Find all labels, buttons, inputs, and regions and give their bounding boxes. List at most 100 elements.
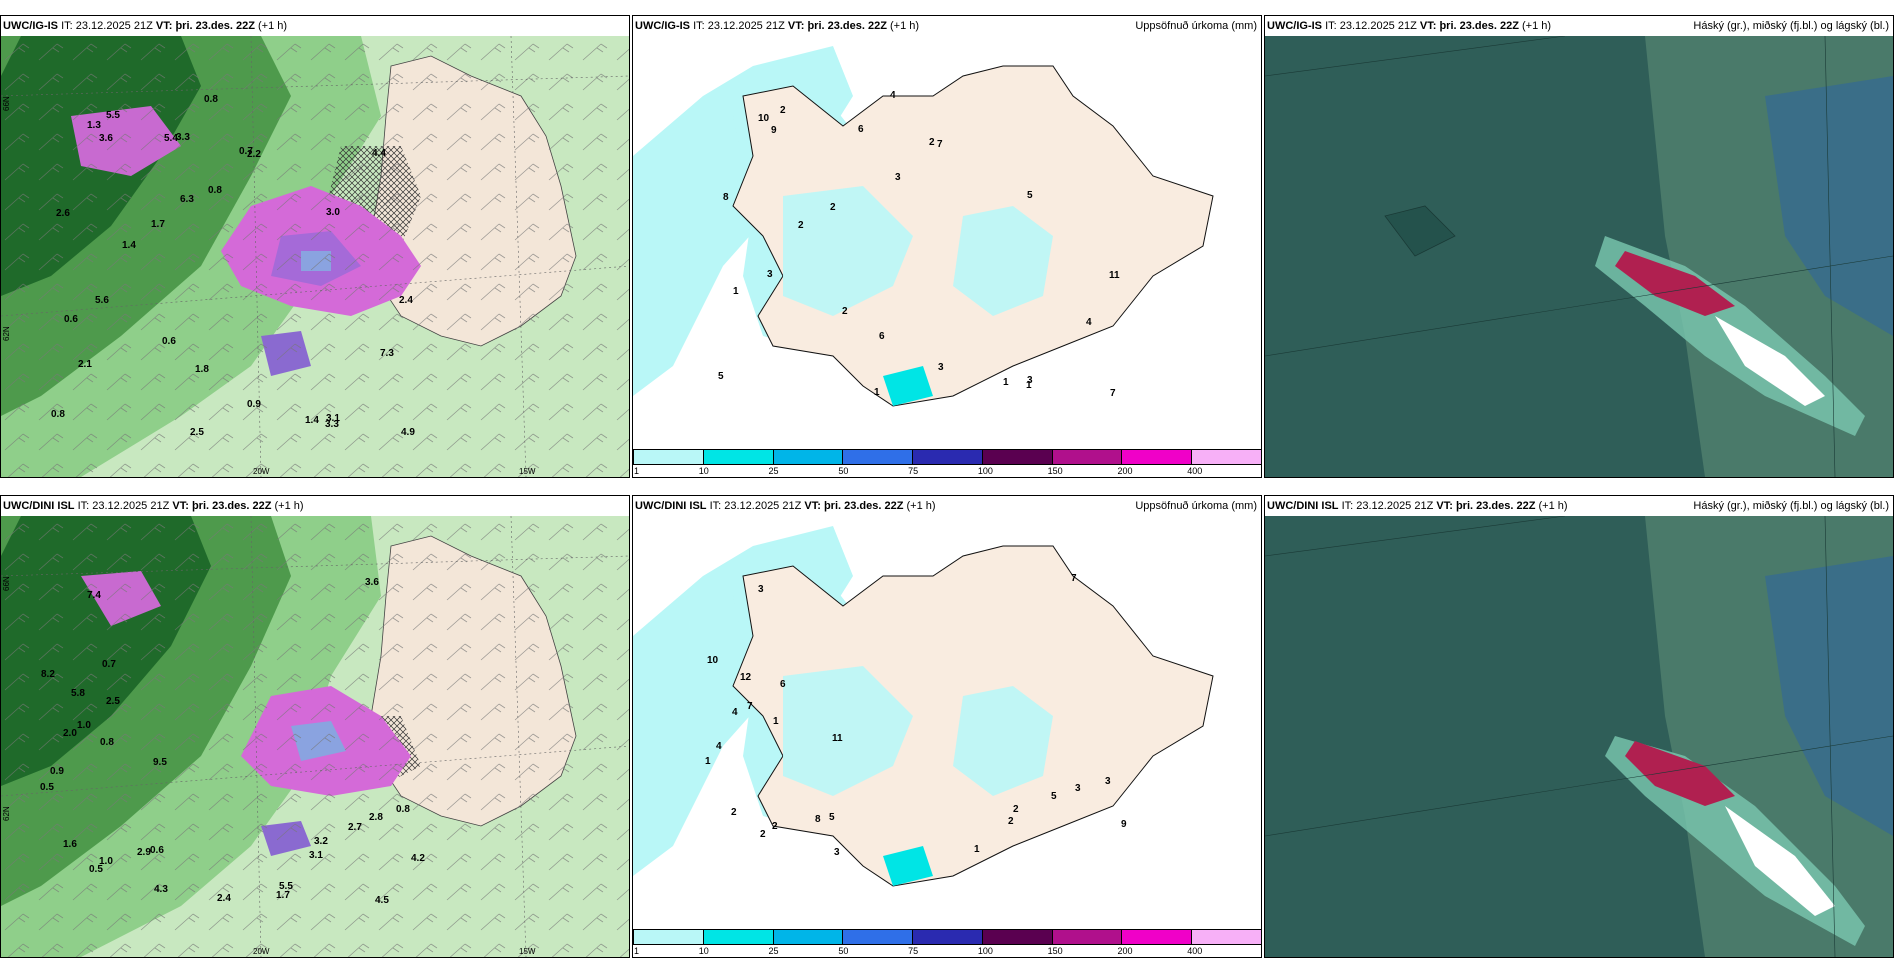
lon-label-20w: 20W xyxy=(253,947,270,956)
wind-map[interactable]: 66N 62N 20W 15W 1.4 1.4 3.0 3.1 0.8 0.8 0.6 2.5… xyxy=(1,36,629,477)
value-label: 2.5 xyxy=(106,696,120,707)
colorbar-tick: 400 xyxy=(1187,466,1203,476)
value-label: 3.0 xyxy=(326,207,340,218)
value-label: 6 xyxy=(879,331,885,342)
value-label: 2 xyxy=(830,202,836,213)
precip-colorbar: 1 10 25 50 75 100 150 200 400 xyxy=(633,929,1261,957)
value-label: 1.6 xyxy=(63,839,77,850)
value-label: 0.8 xyxy=(208,185,222,196)
lat-label-66: 66N xyxy=(2,576,11,591)
value-label: 3 xyxy=(895,172,901,183)
value-label: 9 xyxy=(771,125,777,136)
value-label: 8 xyxy=(815,814,821,825)
value-label: 2.2 xyxy=(247,149,261,160)
colorbar-tick: 150 xyxy=(1047,946,1063,956)
panel-header: UWC/DINI ISL IT: 23.12.2025 21Z VT: þri.… xyxy=(635,500,1257,512)
value-label: 0.8 xyxy=(51,409,65,420)
value-label: 2.9 xyxy=(137,847,151,858)
panel-header: UWC/IG-IS IT: 23.12.2025 21Z VT: þri. 23… xyxy=(3,20,288,32)
value-label: 1.0 xyxy=(77,720,91,731)
value-label: 9.5 xyxy=(153,757,167,768)
value-label: 2 xyxy=(929,137,935,148)
colorbar-tick: 10 xyxy=(698,946,709,956)
value-label: 0.6 xyxy=(64,314,78,325)
value-label: 1.4 xyxy=(122,240,136,251)
value-label: 2 xyxy=(1008,816,1014,827)
value-label: 2.8 xyxy=(369,812,383,823)
value-label: 2.6 xyxy=(56,208,70,219)
lat-label-62: 62N xyxy=(2,326,11,341)
value-label: 5.5 xyxy=(279,881,293,892)
value-label: 4 xyxy=(890,90,896,101)
value-label: 2.0 xyxy=(63,728,77,739)
value-label: 2.4 xyxy=(399,295,413,306)
value-label: 0.7 xyxy=(102,659,116,670)
value-label: 5.4 xyxy=(164,133,178,144)
value-label: 2.1 xyxy=(78,359,92,370)
lat-label-66: 66N xyxy=(2,96,11,111)
colorbar-tick: 10 xyxy=(698,466,709,476)
colorbar-swatch xyxy=(981,449,1053,465)
value-label: 4 xyxy=(732,707,738,718)
colorbar-tick: 50 xyxy=(838,466,849,476)
lon-label-20w: 20W xyxy=(253,467,270,476)
precip-colorbar: 1 10 25 50 75 100 150 200 400 xyxy=(633,449,1261,477)
colorbar-tick: 75 xyxy=(908,466,919,476)
value-label: 5 xyxy=(1051,791,1057,802)
colorbar-swatch xyxy=(702,929,774,945)
value-label: 11 xyxy=(1109,270,1120,281)
value-label: 1.7 xyxy=(276,890,290,901)
value-label: 2.7 xyxy=(348,822,362,833)
value-label: 3.1 xyxy=(309,850,323,861)
value-label: 5.6 xyxy=(95,295,109,306)
value-label: 3 xyxy=(767,269,773,280)
value-label: 5.5 xyxy=(106,110,120,121)
panel-header: UWC/DINI ISL IT: 23.12.2025 21Z VT: þri.… xyxy=(3,500,304,512)
colorbar-tick: 200 xyxy=(1117,946,1133,956)
value-label: 4.4 xyxy=(372,148,386,159)
panel-header: UWC/DINI ISL IT: 23.12.2025 21Z VT: þri.… xyxy=(1267,500,1889,512)
value-label: 0.6 xyxy=(150,845,164,856)
value-label: 1.7 xyxy=(151,219,165,230)
precip-map[interactable]: 3 1 2 2 2 8 3 4 12 10 3 9 6 5 4 7 5 3 2 1 2 1 11 7 xyxy=(633,516,1261,929)
value-label: 11 xyxy=(832,733,843,744)
colorbar-swatch xyxy=(1051,449,1123,465)
value-label: 3 xyxy=(758,584,764,595)
value-label: 2 xyxy=(1013,804,1019,815)
value-label: 8.2 xyxy=(41,669,55,680)
colorbar-tick: 75 xyxy=(908,946,919,956)
colorbar-tick: 50 xyxy=(838,946,849,956)
colorbar-swatch xyxy=(912,929,983,945)
value-label: 6 xyxy=(858,124,864,135)
panel-header: UWC/IG-IS IT: 23.12.2025 21Z VT: þri. 23… xyxy=(635,20,1257,32)
wind-panel-ig-is: UWC/IG-IS IT: 23.12.2025 21Z VT: þri. 23… xyxy=(0,15,630,478)
value-label: 1 xyxy=(1026,380,1032,391)
value-label: 7 xyxy=(1071,573,1077,584)
wind-map[interactable]: 66N 62N 20W 15W 2.8 0.8 1.6 3.1 1.0 2.9 4.3 0.9… xyxy=(1,516,629,957)
value-label: 1.8 xyxy=(195,364,209,375)
value-label: 2.4 xyxy=(217,893,231,904)
precip-panel-dini: UWC/DINI ISL IT: 23.12.2025 21Z VT: þri.… xyxy=(632,495,1262,958)
value-label: 10 xyxy=(707,655,719,666)
colorbar-swatch xyxy=(842,929,914,945)
colorbar-swatch xyxy=(1191,929,1261,945)
colorbar-swatch xyxy=(981,929,1053,945)
value-label: 0.7 xyxy=(239,146,253,157)
precip-panel-ig-is: UWC/IG-IS IT: 23.12.2025 21Z VT: þri. 23… xyxy=(632,15,1262,478)
precip-map[interactable]: 2 1 5 3 4 3 2 1 10 6 7 9 3 2 4 8 11 7 6 5 3 2 1 2 1 xyxy=(633,36,1261,449)
value-label: 4.2 xyxy=(411,853,425,864)
value-label: 4.3 xyxy=(154,884,168,895)
value-label: 4.9 xyxy=(401,427,415,438)
value-label: 0.8 xyxy=(396,804,410,815)
colorbar-tick: 150 xyxy=(1047,466,1063,476)
colorbar-swatch xyxy=(1191,449,1261,465)
cloud-map[interactable] xyxy=(1265,516,1893,957)
colorbar-tick: 25 xyxy=(768,946,779,956)
value-label: 7.3 xyxy=(380,348,394,359)
value-label: 2.5 xyxy=(190,427,204,438)
lon-label-15w: 15W xyxy=(519,467,536,476)
colorbar-swatch xyxy=(633,449,704,465)
value-label: 3.6 xyxy=(365,577,379,588)
colorbar-swatch xyxy=(1051,929,1123,945)
cloud-map[interactable] xyxy=(1265,36,1893,477)
